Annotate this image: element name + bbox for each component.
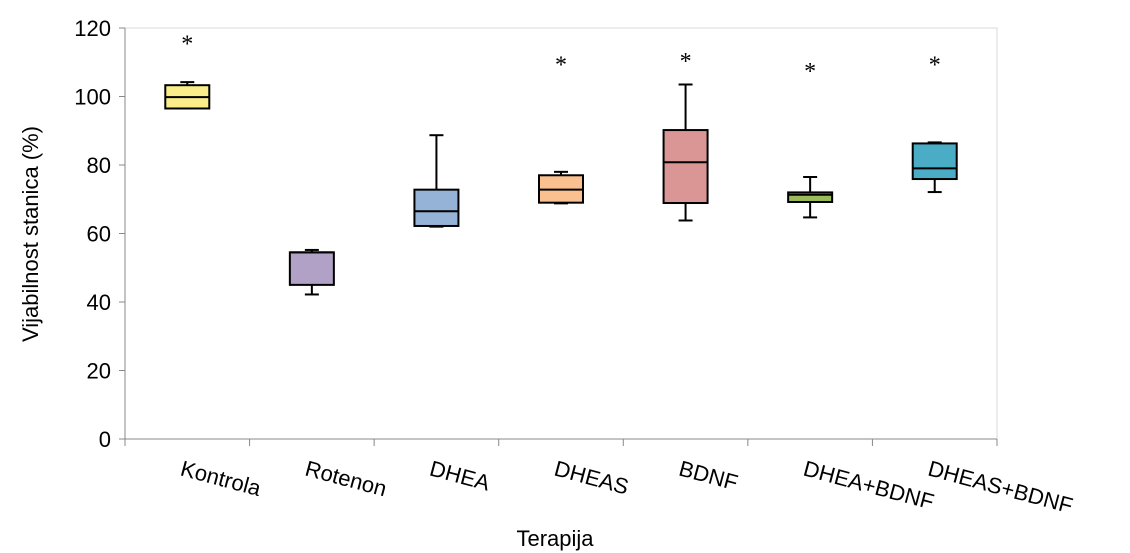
y-tick-label: 40: [87, 290, 111, 315]
box-dheas-bdnf: [911, 141, 958, 194]
x-axis-title: Terapija: [516, 526, 594, 551]
significance-markers: * * * * *: [181, 32, 940, 85]
box-iqr: [787, 191, 834, 203]
significance-star: *: [181, 32, 193, 58]
y-tick-label: 0: [99, 427, 111, 452]
x-tick-label: Rotenon: [303, 456, 390, 502]
box-dhea: [413, 134, 460, 228]
x-tick-label: Kontrola: [178, 456, 264, 502]
box-iqr: [911, 142, 958, 181]
plot-area-frame: [124, 27, 998, 440]
box-rotenon: [288, 248, 335, 296]
x-tick-label: DHEA: [427, 456, 493, 496]
y-tick-label: 80: [87, 153, 111, 178]
box-bdnf: [662, 83, 709, 222]
y-axis: 0 20 40 60 80 100 120: [74, 16, 126, 452]
significance-star: *: [929, 52, 941, 78]
x-tick-label: DHEAS+BDNF: [925, 456, 1075, 519]
box-iqr: [288, 251, 335, 286]
significance-star: *: [804, 59, 816, 85]
significance-star: *: [680, 49, 692, 75]
y-tick-label: 100: [74, 85, 111, 110]
y-tick-label: 60: [87, 222, 111, 247]
y-tick-label: 20: [87, 359, 111, 384]
x-tick-label: DHEAS: [552, 456, 632, 500]
box-kontrola: [164, 81, 211, 110]
significance-star: *: [555, 52, 567, 78]
box-dheas: [538, 170, 584, 205]
x-axis: Kontrola Rotenon DHEA DHEAS BDNF DHEA+BDNFDHE…: [124, 438, 1075, 519]
x-tick-label: DHEA+BDNF: [801, 456, 937, 515]
box-series: [164, 81, 958, 296]
x-tick-label: BDNF: [676, 456, 740, 496]
box-iqr: [662, 129, 709, 205]
y-axis-title: Vijabilnost stanica (%): [18, 126, 43, 342]
box-dhea-bdnf: [787, 175, 834, 219]
box-iqr: [413, 188, 460, 227]
y-tick-label: 120: [74, 16, 111, 41]
